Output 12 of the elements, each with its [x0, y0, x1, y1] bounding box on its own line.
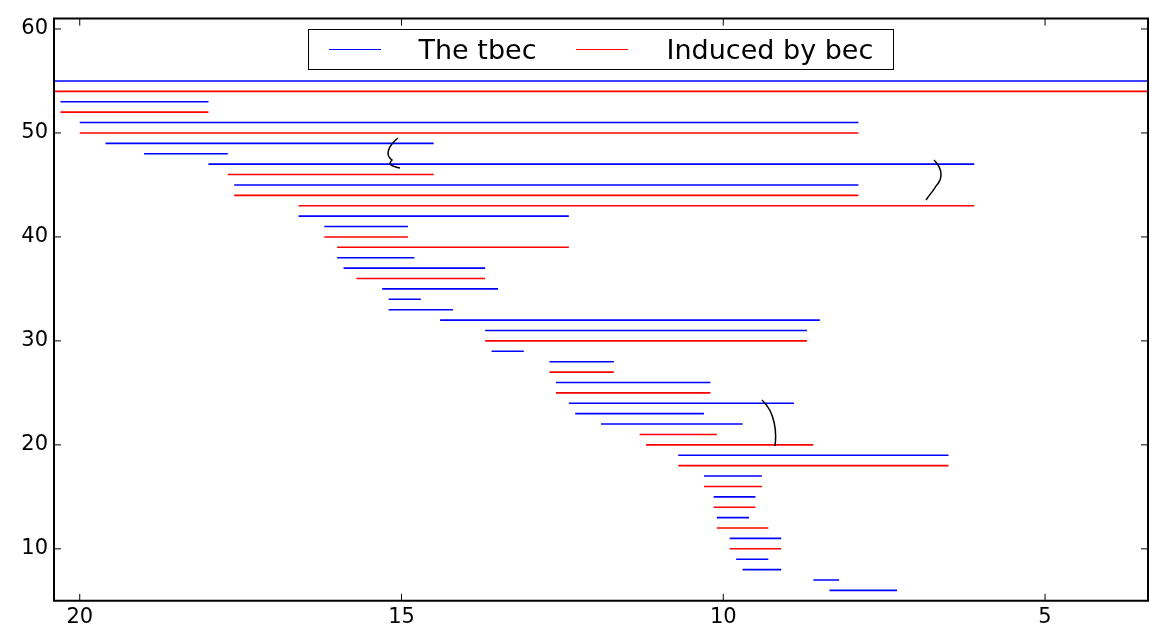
x-tick-label: 15	[388, 603, 415, 628]
y-tick-label: 50	[21, 119, 48, 144]
legend-label: The tbec	[418, 33, 537, 65]
y-tick-label: 60	[21, 15, 48, 40]
y-tick-label: 20	[21, 431, 48, 456]
x-tick-label: 20	[66, 603, 94, 628]
y-tick-label: 40	[21, 223, 48, 248]
y-tick-label: 10	[21, 535, 48, 560]
y-tick-label: 30	[21, 327, 48, 352]
x-tick-label: 10	[709, 603, 737, 628]
legend-label: Induced by bec	[666, 33, 874, 65]
x-tick-label: 5	[1038, 603, 1052, 628]
